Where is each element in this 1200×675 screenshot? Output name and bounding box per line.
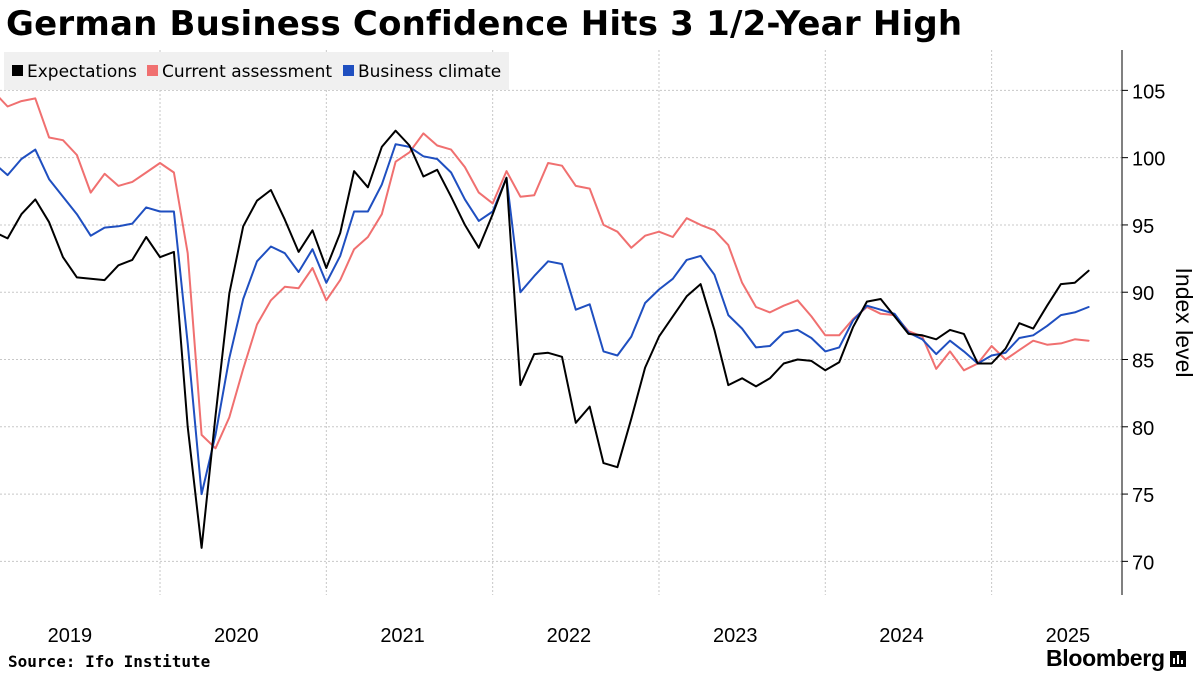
source-note: Source: Ifo Institute (8, 652, 211, 671)
brand-text: Bloomberg (1046, 645, 1165, 671)
y-tick-label: 75 (1132, 485, 1154, 507)
legend-swatch (343, 65, 354, 76)
y-tick-label: 100 (1132, 149, 1165, 171)
x-tick-label: 2023 (713, 625, 758, 647)
bloomberg-logo: Bloomberg (1046, 645, 1186, 672)
y-tick-label: 90 (1132, 283, 1154, 305)
series-lines (0, 96, 1090, 549)
x-tick-label: 2021 (380, 625, 425, 647)
y-tick-label: 105 (1132, 81, 1165, 103)
x-tick-label: 2022 (547, 625, 592, 647)
bloomberg-bars-icon (1169, 650, 1186, 667)
series-line-expectations (0, 129, 1090, 549)
series-line-current-assessment (0, 96, 1090, 450)
chart-title: German Business Confidence Hits 3 1/2-Ye… (6, 4, 963, 44)
legend-swatch (12, 65, 23, 76)
y-tick-label: 85 (1132, 351, 1154, 373)
y-tick-label: 70 (1132, 552, 1154, 574)
legend-label: Business climate (358, 62, 501, 82)
series-line-business-climate (0, 143, 1090, 496)
axes: 70 75 80 85 90 95 100 105 2019 2020 2021 2022 2023 20… (48, 50, 1197, 647)
x-tick-label: 2020 (214, 625, 259, 647)
legend-swatch (147, 65, 158, 76)
y-tick-label: 80 (1132, 418, 1154, 440)
legend-label: Expectations (27, 62, 137, 82)
x-tick-label: 2019 (48, 625, 93, 647)
y-tick-label: 95 (1132, 216, 1154, 238)
x-tick-label: 2024 (879, 625, 924, 647)
gridlines (0, 50, 1122, 595)
x-tick-label: 2025 (1046, 625, 1091, 647)
legend-background (4, 52, 509, 90)
legend: Expectations Current assessment Business c… (4, 52, 509, 90)
legend-label: Current assessment (162, 62, 332, 82)
y-axis-label: Index level (1171, 268, 1197, 378)
